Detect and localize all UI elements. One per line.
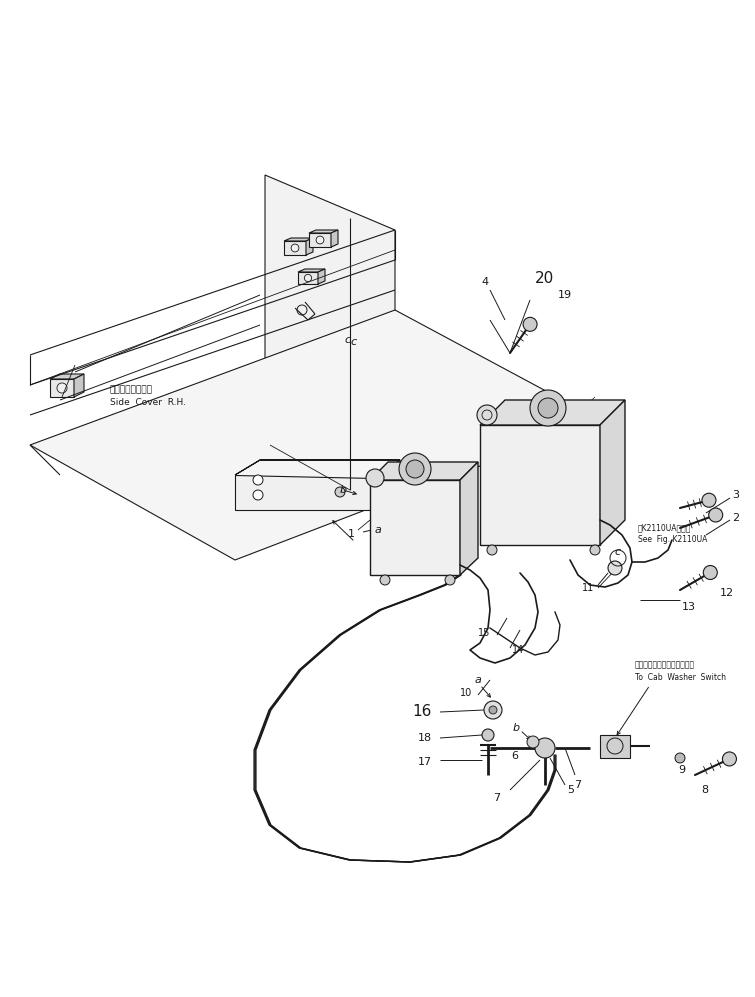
- Polygon shape: [600, 400, 625, 545]
- Circle shape: [484, 701, 502, 719]
- Polygon shape: [235, 460, 400, 510]
- Text: 20: 20: [535, 270, 554, 285]
- Text: 1: 1: [348, 529, 355, 539]
- Circle shape: [704, 565, 717, 579]
- Circle shape: [253, 490, 263, 500]
- Circle shape: [399, 453, 431, 485]
- Circle shape: [608, 561, 622, 575]
- Circle shape: [538, 398, 558, 418]
- Text: 17: 17: [418, 757, 432, 767]
- Circle shape: [590, 545, 600, 555]
- Text: c: c: [615, 547, 621, 557]
- Polygon shape: [480, 400, 625, 425]
- Text: 9: 9: [679, 765, 686, 775]
- Polygon shape: [284, 241, 306, 255]
- Text: 10: 10: [460, 688, 472, 698]
- Polygon shape: [50, 379, 74, 397]
- Polygon shape: [284, 238, 313, 241]
- Circle shape: [445, 575, 455, 585]
- Circle shape: [723, 752, 736, 766]
- Circle shape: [527, 736, 539, 748]
- Polygon shape: [235, 475, 375, 510]
- Text: 2: 2: [732, 513, 739, 523]
- Text: 7: 7: [494, 793, 501, 803]
- Polygon shape: [298, 272, 318, 284]
- Text: 1: 1: [436, 463, 443, 473]
- Text: b: b: [340, 485, 347, 495]
- Circle shape: [291, 244, 299, 252]
- Text: キャブウィッシャスイッチヘ: キャブウィッシャスイッチヘ: [635, 660, 695, 670]
- Circle shape: [702, 494, 716, 507]
- Text: 7: 7: [574, 780, 581, 790]
- Circle shape: [406, 460, 424, 478]
- Text: See  Fig. K2110UA: See Fig. K2110UA: [638, 535, 707, 544]
- Polygon shape: [74, 374, 84, 397]
- Polygon shape: [306, 238, 313, 255]
- Circle shape: [380, 575, 390, 585]
- Text: To  Cab  Washer  Switch: To Cab Washer Switch: [635, 673, 726, 682]
- Polygon shape: [370, 480, 460, 575]
- Circle shape: [477, 405, 497, 425]
- Polygon shape: [265, 175, 395, 490]
- Text: 図K2110UA図参照: 図K2110UA図参照: [638, 523, 692, 532]
- Polygon shape: [298, 269, 325, 272]
- Circle shape: [530, 390, 566, 426]
- Text: a: a: [475, 675, 482, 685]
- Polygon shape: [318, 269, 325, 284]
- Text: 11: 11: [582, 583, 594, 593]
- Text: 19: 19: [558, 290, 572, 300]
- Circle shape: [253, 475, 263, 485]
- Polygon shape: [30, 310, 600, 560]
- Polygon shape: [480, 425, 600, 545]
- Circle shape: [482, 729, 494, 741]
- Circle shape: [335, 487, 345, 497]
- Circle shape: [523, 317, 537, 331]
- Circle shape: [487, 545, 497, 555]
- Text: 15: 15: [478, 628, 490, 638]
- Text: 18: 18: [418, 733, 432, 743]
- Circle shape: [304, 274, 312, 281]
- Text: 6: 6: [511, 751, 518, 761]
- Text: 4: 4: [482, 277, 488, 287]
- Text: c: c: [350, 337, 356, 347]
- Text: 13: 13: [682, 602, 696, 612]
- Circle shape: [366, 469, 384, 487]
- Polygon shape: [331, 230, 338, 247]
- Text: Side  Cover  R.H.: Side Cover R.H.: [110, 398, 186, 407]
- Polygon shape: [50, 374, 84, 379]
- Polygon shape: [600, 735, 630, 758]
- Text: c: c: [345, 335, 351, 345]
- Text: 12: 12: [720, 588, 734, 598]
- Text: 8: 8: [701, 785, 708, 795]
- Circle shape: [675, 753, 685, 763]
- Circle shape: [709, 508, 723, 522]
- Polygon shape: [309, 230, 338, 233]
- Text: 14: 14: [512, 645, 524, 655]
- Circle shape: [57, 383, 67, 393]
- Circle shape: [489, 706, 497, 714]
- Circle shape: [535, 738, 555, 758]
- Polygon shape: [460, 462, 478, 575]
- Text: 16: 16: [413, 705, 432, 720]
- Text: 5: 5: [567, 785, 574, 795]
- Polygon shape: [370, 462, 478, 480]
- Text: a: a: [374, 525, 381, 535]
- Circle shape: [316, 236, 324, 244]
- Polygon shape: [309, 233, 331, 247]
- Text: b: b: [513, 723, 519, 733]
- Text: 3: 3: [732, 490, 739, 500]
- Text: サイドカバー　右: サイドカバー 右: [110, 386, 153, 395]
